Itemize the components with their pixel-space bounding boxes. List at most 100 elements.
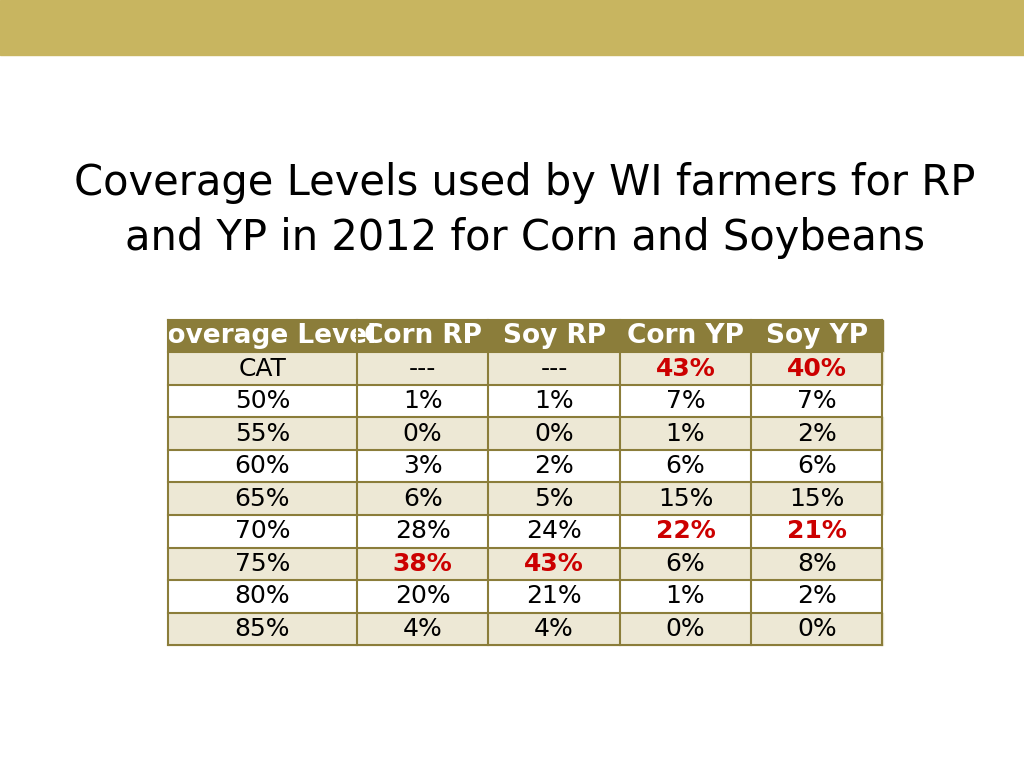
Text: 3%: 3%	[402, 454, 442, 478]
Bar	[357, 450, 488, 482]
Text: 43%: 43%	[655, 356, 716, 381]
Text: 4%: 4%	[402, 617, 442, 641]
Bar	[620, 353, 752, 385]
Text: Corn RP: Corn RP	[364, 323, 481, 349]
Text: 2%: 2%	[535, 454, 574, 478]
Text: 6%: 6%	[666, 551, 706, 576]
Bar	[357, 418, 488, 450]
Text: 0%: 0%	[402, 422, 442, 445]
Text: 24%: 24%	[526, 519, 582, 543]
Bar	[752, 482, 883, 515]
Bar	[620, 385, 752, 418]
Bar	[752, 418, 883, 450]
Bar	[620, 548, 752, 580]
Text: 15%: 15%	[657, 487, 713, 511]
Text: 21%: 21%	[526, 584, 582, 608]
Text: 0%: 0%	[535, 422, 573, 445]
Bar	[357, 385, 488, 418]
Bar	[357, 548, 488, 580]
Text: 38%: 38%	[393, 551, 453, 576]
Bar	[488, 450, 620, 482]
Bar	[488, 418, 620, 450]
Text: 70%: 70%	[234, 519, 290, 543]
Bar	[357, 482, 488, 515]
Bar	[168, 482, 357, 515]
Bar	[620, 515, 752, 548]
Bar	[620, 482, 752, 515]
Text: 85%: 85%	[234, 617, 290, 641]
Bar	[488, 482, 620, 515]
Bar	[168, 580, 357, 613]
Text: 50%: 50%	[234, 389, 290, 413]
Bar	[752, 353, 883, 385]
Text: 2%: 2%	[797, 422, 837, 445]
Text: 7%: 7%	[797, 389, 837, 413]
Bar	[620, 319, 752, 353]
Text: 0%: 0%	[797, 617, 837, 641]
Text: 80%: 80%	[234, 584, 290, 608]
Text: Coverage Levels used by WI farmers for RP
and YP in 2012 for Corn and Soybeans: Coverage Levels used by WI farmers for R…	[74, 162, 976, 259]
Text: ---: ---	[409, 356, 436, 381]
Text: 1%: 1%	[666, 584, 706, 608]
Text: 8%: 8%	[797, 551, 837, 576]
Bar	[168, 515, 357, 548]
Bar	[620, 580, 752, 613]
Bar	[357, 319, 488, 353]
Bar	[168, 548, 357, 580]
Text: 75%: 75%	[234, 551, 290, 576]
Bar	[168, 385, 357, 418]
Bar	[357, 613, 488, 645]
Text: 2%: 2%	[797, 584, 837, 608]
Bar	[488, 319, 620, 353]
Bar	[488, 353, 620, 385]
Text: 43%: 43%	[524, 551, 584, 576]
Text: Soy YP: Soy YP	[766, 323, 868, 349]
Bar	[357, 580, 488, 613]
Text: 20%: 20%	[395, 584, 451, 608]
Bar	[488, 580, 620, 613]
Text: 0%: 0%	[666, 617, 706, 641]
Text: 1%: 1%	[402, 389, 442, 413]
Text: 15%: 15%	[790, 487, 845, 511]
Text: Soy RP: Soy RP	[503, 323, 605, 349]
Bar	[357, 353, 488, 385]
Bar	[752, 613, 883, 645]
Text: 5%: 5%	[535, 487, 573, 511]
Text: 1%: 1%	[666, 422, 706, 445]
Text: 55%: 55%	[234, 422, 290, 445]
Bar	[488, 613, 620, 645]
Text: CAT: CAT	[239, 356, 287, 381]
Bar	[488, 515, 620, 548]
Text: 6%: 6%	[666, 454, 706, 478]
Text: 4%: 4%	[535, 617, 574, 641]
Text: 65%: 65%	[234, 487, 290, 511]
Text: 6%: 6%	[797, 454, 837, 478]
Bar	[620, 613, 752, 645]
Bar	[168, 450, 357, 482]
Text: 1%: 1%	[535, 389, 573, 413]
Bar	[168, 319, 357, 353]
Bar	[620, 418, 752, 450]
Bar	[752, 385, 883, 418]
Bar	[168, 418, 357, 450]
Bar	[752, 450, 883, 482]
Bar	[168, 613, 357, 645]
Text: 7%: 7%	[666, 389, 706, 413]
Text: 60%: 60%	[234, 454, 290, 478]
Text: 21%: 21%	[787, 519, 847, 543]
Text: Corn YP: Corn YP	[627, 323, 744, 349]
Bar	[488, 385, 620, 418]
Text: ---: ---	[541, 356, 567, 381]
Bar	[752, 548, 883, 580]
Bar	[357, 515, 488, 548]
Bar	[752, 319, 883, 353]
Text: Coverage Level: Coverage Level	[148, 323, 377, 349]
Bar	[752, 515, 883, 548]
Text: 40%: 40%	[787, 356, 847, 381]
Text: 6%: 6%	[402, 487, 442, 511]
Text: 22%: 22%	[655, 519, 716, 543]
Bar	[168, 353, 357, 385]
Bar	[488, 548, 620, 580]
Bar	[620, 450, 752, 482]
Bar	[752, 580, 883, 613]
